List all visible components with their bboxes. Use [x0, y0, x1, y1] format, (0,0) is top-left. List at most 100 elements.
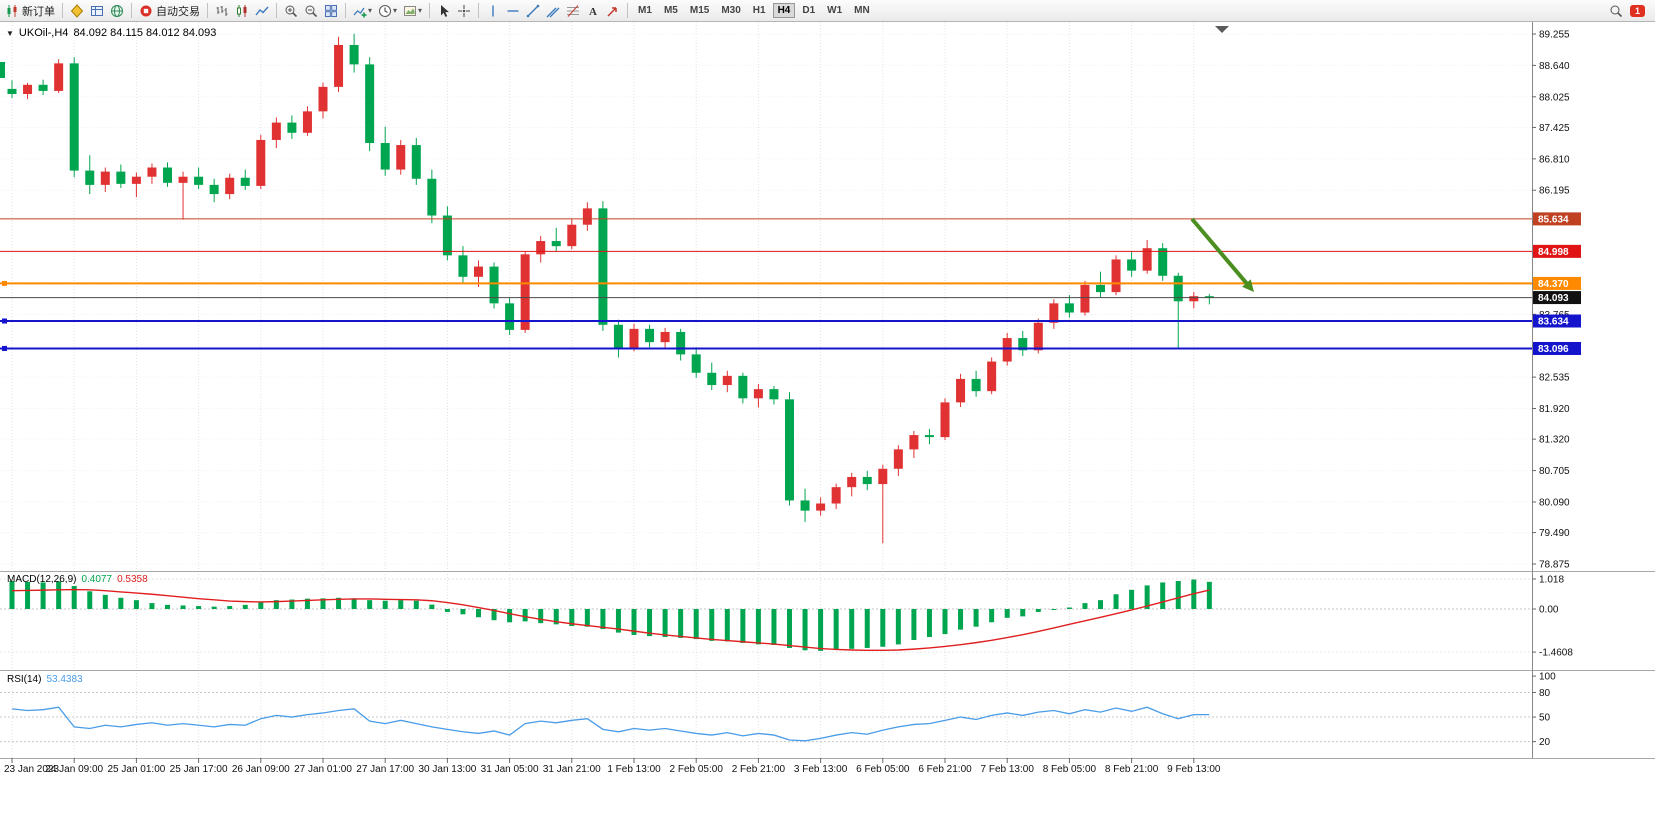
- timeframe-button-m5[interactable]: M5: [663, 5, 678, 16]
- templates-button[interactable]: ▾: [400, 1, 425, 21]
- macd-name: MACD(12,26,9): [7, 574, 77, 585]
- terminal-button[interactable]: [87, 1, 107, 21]
- toolbar-separator: [345, 3, 346, 18]
- crosshair-button[interactable]: [454, 1, 474, 21]
- community-button[interactable]: [107, 1, 127, 21]
- timeframe-button-m15[interactable]: M15: [689, 5, 710, 16]
- zoom-in-button[interactable]: [281, 1, 301, 21]
- auto-trading-button[interactable]: 自动交易: [136, 1, 203, 21]
- rsi-indicator-label: RSI(14) 53.4383: [7, 674, 83, 685]
- indicator-axes: 1.018 0.00 -1.4608 100 80 50 20: [1532, 574, 1573, 748]
- svg-text:80: 80: [1539, 688, 1551, 699]
- line-chart-icon: [255, 4, 269, 18]
- grid: [0, 22, 1532, 758]
- bars-chart-icon: [215, 4, 229, 18]
- rsi-value: 53.4383: [46, 674, 83, 685]
- chart-symbol-period: UKOil-,H4: [18, 27, 69, 39]
- timeframe-button-m1[interactable]: M1: [638, 5, 652, 16]
- new-order-button[interactable]: 新订单: [2, 1, 58, 21]
- arrows-icon: [606, 4, 620, 18]
- price-chart-canvas[interactable]: 89.25588.64088.02587.42586.81086.19585.5…: [0, 22, 1655, 824]
- svg-text:30 Jan 13:00: 30 Jan 13:00: [418, 764, 476, 775]
- window-grid-icon: [90, 4, 104, 18]
- svg-text:1 Feb 13:00: 1 Feb 13:00: [607, 764, 661, 775]
- svg-text:24 Jan 09:00: 24 Jan 09:00: [45, 764, 103, 775]
- trend-arrow-object[interactable]: [1190, 217, 1254, 292]
- indicators-button[interactable]: ▾: [350, 1, 375, 21]
- timeframe-button-m30[interactable]: M30: [721, 5, 741, 16]
- line-handle[interactable]: [2, 280, 7, 286]
- candlestick-chart-button[interactable]: [232, 1, 252, 21]
- chevron-down-icon: ▾: [368, 6, 373, 15]
- chart-window[interactable]: 89.25588.64088.02587.42586.81086.19585.5…: [0, 22, 1655, 824]
- chart-shift-marker[interactable]: [1215, 26, 1229, 33]
- chart-ohlc-values: 84.092 84.115 84.012 84.093: [73, 27, 217, 39]
- metaeditor-button[interactable]: [67, 1, 87, 21]
- svg-text:8 Feb 05:00: 8 Feb 05:00: [1043, 764, 1097, 775]
- vertical-line-button[interactable]: [483, 1, 503, 21]
- trendline-button[interactable]: [523, 1, 543, 21]
- candles-chart-icon: [235, 4, 249, 18]
- svg-text:23 Jan 2023: 23 Jan 2023: [4, 764, 59, 775]
- tile-windows-button[interactable]: [321, 1, 341, 21]
- timeframe-button-mn[interactable]: MN: [854, 5, 870, 16]
- toolbar-separator: [627, 3, 629, 18]
- tile-windows-icon: [324, 4, 338, 18]
- chevron-down-icon: ▾: [393, 6, 398, 15]
- text-button[interactable]: A: [583, 1, 603, 21]
- svg-text:85.634: 85.634: [1538, 214, 1569, 225]
- bar-chart-button[interactable]: [212, 1, 232, 21]
- stop-circle-icon: [139, 4, 153, 18]
- periods-button[interactable]: ▾: [375, 1, 400, 21]
- channel-button[interactable]: [543, 1, 563, 21]
- line-handle[interactable]: [2, 345, 7, 351]
- timeframe-button-h1[interactable]: H1: [752, 5, 766, 16]
- toolbar-separator: [276, 3, 277, 18]
- search-button[interactable]: [1606, 1, 1626, 21]
- zoom-out-icon: [304, 4, 318, 18]
- svg-text:1.018: 1.018: [1539, 574, 1564, 585]
- price-badge-84.998: 84.998: [1533, 244, 1581, 258]
- svg-text:81.320: 81.320: [1539, 435, 1570, 446]
- timeframe-button-w1[interactable]: W1: [827, 5, 843, 16]
- svg-text:78.875: 78.875: [1539, 560, 1570, 571]
- globe-icon: [110, 4, 124, 18]
- crosshair-icon: [457, 4, 471, 18]
- horizontal-line-button[interactable]: [503, 1, 523, 21]
- arrows-button[interactable]: [603, 1, 623, 21]
- chart-menu-triangle-icon[interactable]: ▼: [6, 28, 14, 38]
- svg-text:A: A: [589, 6, 597, 18]
- cursor-button[interactable]: [434, 1, 454, 21]
- fibo-icon: [566, 4, 580, 18]
- candlestick-series: [7, 33, 1214, 544]
- svg-text:87.425: 87.425: [1539, 123, 1570, 134]
- chart-title: ▼ UKOil-,H4 84.092 84.115 84.012 84.093: [6, 27, 216, 39]
- line-chart-button[interactable]: [252, 1, 272, 21]
- svg-text:84.093: 84.093: [1538, 293, 1569, 304]
- new-order-button-label: 新订单: [22, 5, 55, 18]
- price-badge-85.634: 85.634: [1533, 212, 1581, 226]
- svg-text:86.195: 86.195: [1539, 186, 1570, 197]
- search-icon: [1609, 4, 1623, 18]
- template-icon: [403, 4, 417, 18]
- timeframe-button-h4[interactable]: H4: [772, 3, 796, 18]
- candles-mini-icon: [5, 4, 19, 18]
- notification-badge[interactable]: 1: [1629, 4, 1645, 17]
- zoom-out-button[interactable]: [301, 1, 321, 21]
- timeframe-button-d1[interactable]: D1: [802, 5, 816, 16]
- toolbar-separator: [478, 3, 480, 18]
- fibonacci-button[interactable]: [563, 1, 583, 21]
- cursor-icon: [437, 4, 451, 18]
- svg-text:31 Jan 21:00: 31 Jan 21:00: [543, 764, 601, 775]
- svg-text:84.370: 84.370: [1538, 279, 1569, 290]
- svg-text:9 Feb 13:00: 9 Feb 13:00: [1167, 764, 1221, 775]
- svg-text:27 Jan 01:00: 27 Jan 01:00: [294, 764, 352, 775]
- svg-text:81.920: 81.920: [1539, 404, 1570, 415]
- svg-text:84.998: 84.998: [1538, 247, 1569, 258]
- svg-text:6 Feb 05:00: 6 Feb 05:00: [856, 764, 910, 775]
- svg-text:80.705: 80.705: [1539, 466, 1570, 477]
- svg-text:-1.4608: -1.4608: [1539, 648, 1573, 659]
- line-handle[interactable]: [2, 318, 7, 324]
- price-badge-84.370: 84.370: [1533, 276, 1581, 290]
